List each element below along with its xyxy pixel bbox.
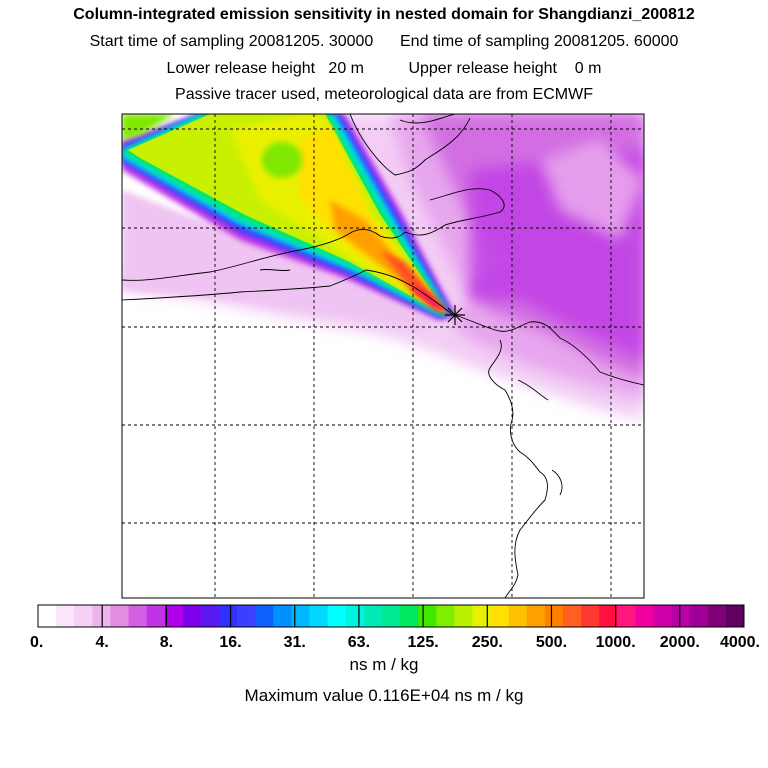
colorbar-tick-label: 500.: [536, 634, 567, 651]
colorbar-box: [599, 605, 618, 627]
colorbar-tick-label: 63.: [348, 634, 370, 651]
map-frame: [121, 113, 645, 599]
start-time-text: Start time of sampling 20081205. 30000: [89, 33, 374, 50]
colorbar-box: [200, 605, 220, 627]
colorbar-box: [219, 605, 238, 627]
colorbar-box: [291, 605, 310, 627]
tracer-info: Passive tracer used, meteorological data…: [175, 86, 593, 103]
colorbar-box: [309, 605, 328, 627]
colorbar-box: [182, 605, 202, 627]
colorbar-tick-label: 0.: [30, 634, 43, 651]
sensitivity-field: [122, 114, 644, 420]
colorbar-tick-labels: 0. 4. 8. 16. 31. 63. 125. 250. 500. 1000. 2000. 400…: [30, 605, 760, 651]
colorbar: 0. 4. 8. 16. 31. 63. 125. 250. 500. 1000. 2000. 400…: [30, 604, 760, 651]
colorbar-tick-label: 16.: [219, 634, 241, 651]
colorbar-tick-label: 4000.: [720, 634, 760, 651]
colorbar-tick-label: 125.: [408, 634, 439, 651]
colorbar-box: [164, 605, 184, 627]
colorbar-box: [56, 605, 75, 627]
colorbar-box: [345, 605, 365, 627]
colorbar-tick-label: 2000.: [660, 634, 700, 651]
lower-release-text: Lower release height 20 m: [166, 60, 364, 77]
colorbar-tick-label: 8.: [160, 634, 173, 651]
colorbar-box: [418, 605, 437, 627]
colorbar-boxes: [37, 604, 745, 628]
colorbar-unit: ns m / kg: [349, 655, 419, 674]
colorbar-box: [327, 605, 347, 627]
release-heights: Lower release height 20 m Upper release …: [0, 60, 768, 78]
colorbar-box: [237, 605, 256, 627]
colorbar-box: [472, 605, 491, 627]
colorbar-box: [671, 605, 690, 627]
colorbar-box: [653, 605, 672, 627]
colorbar-box: [92, 605, 111, 627]
colorbar-box: [128, 605, 147, 627]
chart-title: Column-integrated emission sensitivity i…: [73, 6, 695, 23]
gridlines: [122, 114, 644, 598]
colorbar-box: [617, 605, 636, 627]
colorbar-box: [273, 605, 292, 627]
map-plot: [121, 113, 645, 599]
colorbar-box: [110, 605, 129, 627]
colorbar-tick-label: 31.: [284, 634, 306, 651]
colorbar-box: [454, 605, 473, 627]
colorbar-box: [146, 605, 166, 627]
colorbar-box: [544, 605, 564, 627]
colorbar-box: [508, 605, 528, 627]
colorbar-box: [581, 605, 600, 627]
colorbar-box: [689, 605, 709, 627]
coastlines: [122, 114, 644, 598]
colorbar-box: [74, 605, 93, 627]
receptor-star-icon: [445, 305, 465, 325]
colorbar-tick-label: 250.: [472, 634, 503, 651]
colorbar-box: [400, 605, 419, 627]
colorbar-box: [436, 605, 455, 627]
colorbar-box: [635, 605, 654, 627]
colorbar-box: [363, 605, 383, 627]
colorbar-tick-label: 1000.: [596, 634, 636, 651]
colorbar-frame: [37, 604, 745, 628]
colorbar-box: [526, 605, 546, 627]
colorbar-tick-label: 4.: [96, 634, 109, 651]
sampling-times: Start time of sampling 20081205. 30000 E…: [0, 33, 768, 51]
colorbar-box: [707, 605, 727, 627]
colorbar-box: [725, 605, 745, 627]
end-time-text: End time of sampling 20081205. 60000: [400, 33, 679, 50]
maximum-value-text: Maximum value 0.116E+04 ns m / kg: [244, 686, 524, 705]
colorbar-box: [490, 605, 509, 627]
colorbar-box: [38, 605, 57, 627]
colorbar-box: [381, 605, 401, 627]
colorbar-box: [255, 605, 274, 627]
colorbar-box: [562, 605, 582, 627]
upper-release-text: Upper release height 0 m: [408, 60, 602, 77]
